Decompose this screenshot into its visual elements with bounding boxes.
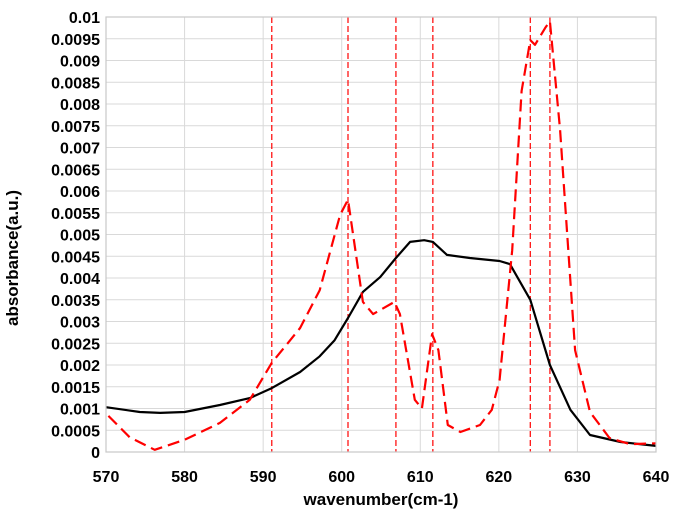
plot-frame bbox=[105, 16, 657, 453]
y-tick-labels: 0 0.0005 0.001 0.0015 0.002 0.0025 0.003 0.0035… bbox=[51, 10, 100, 462]
x-tick-label: 580 bbox=[171, 469, 198, 486]
y-tick-label: 0.0055 bbox=[51, 206, 100, 223]
y-tick-label: 0.0095 bbox=[51, 32, 100, 49]
y-tick-label: 0.0085 bbox=[51, 75, 100, 92]
x-tick-label: 630 bbox=[564, 469, 591, 486]
series-group bbox=[105, 20, 657, 451]
y-tick-label: 0.0045 bbox=[51, 249, 100, 266]
x-tick-label: 600 bbox=[328, 469, 355, 486]
y-tick-label: 0.0075 bbox=[51, 119, 100, 136]
x-tick-label: 570 bbox=[93, 469, 120, 486]
x-tick-label: 610 bbox=[407, 469, 434, 486]
x-tick-label: 620 bbox=[486, 469, 513, 486]
grid bbox=[105, 16, 657, 453]
y-axis-label: absorbance(a.u.) bbox=[3, 190, 22, 326]
y-tick-label: 0.003 bbox=[60, 315, 100, 332]
y-tick-label: 0.009 bbox=[60, 54, 100, 71]
x-tick-label: 640 bbox=[643, 469, 670, 486]
y-tick-label: 0.001 bbox=[60, 402, 100, 419]
y-tick-label: 0 bbox=[91, 445, 100, 462]
y-tick-label: 0.0035 bbox=[51, 293, 100, 310]
y-tick-label: 0.007 bbox=[60, 141, 100, 158]
y-tick-label: 0.0015 bbox=[51, 380, 100, 397]
y-tick-label: 0.005 bbox=[60, 228, 100, 245]
x-tick-labels: 570 580 590 600 610 620 630 640 bbox=[93, 469, 670, 486]
y-tick-label: 0.006 bbox=[60, 184, 100, 201]
y-tick-label: 0.004 bbox=[60, 271, 100, 288]
series-line-solid bbox=[105, 239, 657, 447]
x-axis-label: wavenumber(cm-1) bbox=[303, 490, 459, 509]
y-tick-label: 0.0025 bbox=[51, 336, 100, 353]
x-tick-label: 590 bbox=[250, 469, 277, 486]
y-tick-label: 0.0005 bbox=[51, 423, 100, 440]
y-tick-label: 0.002 bbox=[60, 358, 100, 375]
vertical-markers bbox=[271, 17, 551, 452]
y-tick-label: 0.01 bbox=[69, 10, 100, 27]
y-tick-label: 0.008 bbox=[60, 97, 100, 114]
series-line-dashed bbox=[107, 20, 657, 451]
y-tick-label: 0.0065 bbox=[51, 162, 100, 179]
